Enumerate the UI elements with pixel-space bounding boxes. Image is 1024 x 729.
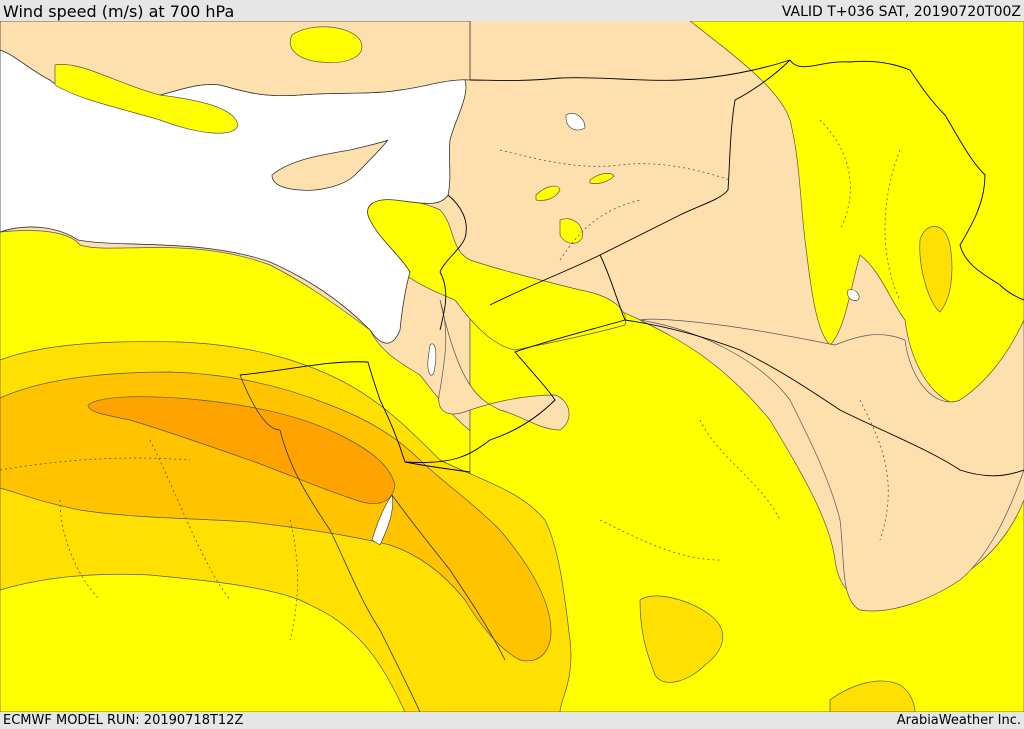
wind-band-yellow-levant: [361, 197, 627, 351]
wind-band-yellow-patch-1b: [290, 26, 363, 63]
map-canvas: [0, 21, 1024, 712]
country-borders: [239, 59, 1024, 477]
land-beige-east: [639, 318, 1024, 612]
land-beige-jordan: [438, 299, 570, 431]
wind-band-gold-patch-east: [639, 595, 724, 683]
wind-band-yellow-patch-3b: [54, 63, 239, 134]
coastlines: [239, 374, 506, 712]
cyprus-island: [271, 139, 389, 191]
dead-sea: [427, 343, 437, 376]
valid-time: VALID T+036 SAT, 20190720T00Z: [781, 4, 1021, 20]
province-lines: [0, 119, 901, 641]
wind-band-gold-patch-se: [829, 680, 916, 712]
lake-tharthar: [565, 113, 586, 131]
model-run-label: ECMWF MODEL RUN: 20190718T12Z: [3, 713, 244, 728]
credit-label: ArabiaWeather Inc.: [896, 713, 1021, 728]
footer-bar: ECMWF MODEL RUN: 20190718T12Z ArabiaWeat…: [0, 712, 1024, 729]
wind-band-yellow-patch-4: [559, 218, 583, 244]
wind-band-yellow-patch-6: [589, 173, 615, 184]
small-lake-east: [847, 289, 860, 301]
wind-band-yellow-patch-5: [535, 185, 561, 201]
map-title: Wind speed (m/s) at 700 hPa: [3, 2, 235, 21]
wind-band-dark-orange: [87, 396, 396, 504]
wind-speed-map[interactable]: [0, 21, 1024, 712]
wind-band-orange: [0, 371, 552, 662]
wind-band-gold-patch-iran: [919, 226, 953, 313]
header-bar: Wind speed (m/s) at 700 hPa VALID T+036 …: [0, 0, 1024, 21]
